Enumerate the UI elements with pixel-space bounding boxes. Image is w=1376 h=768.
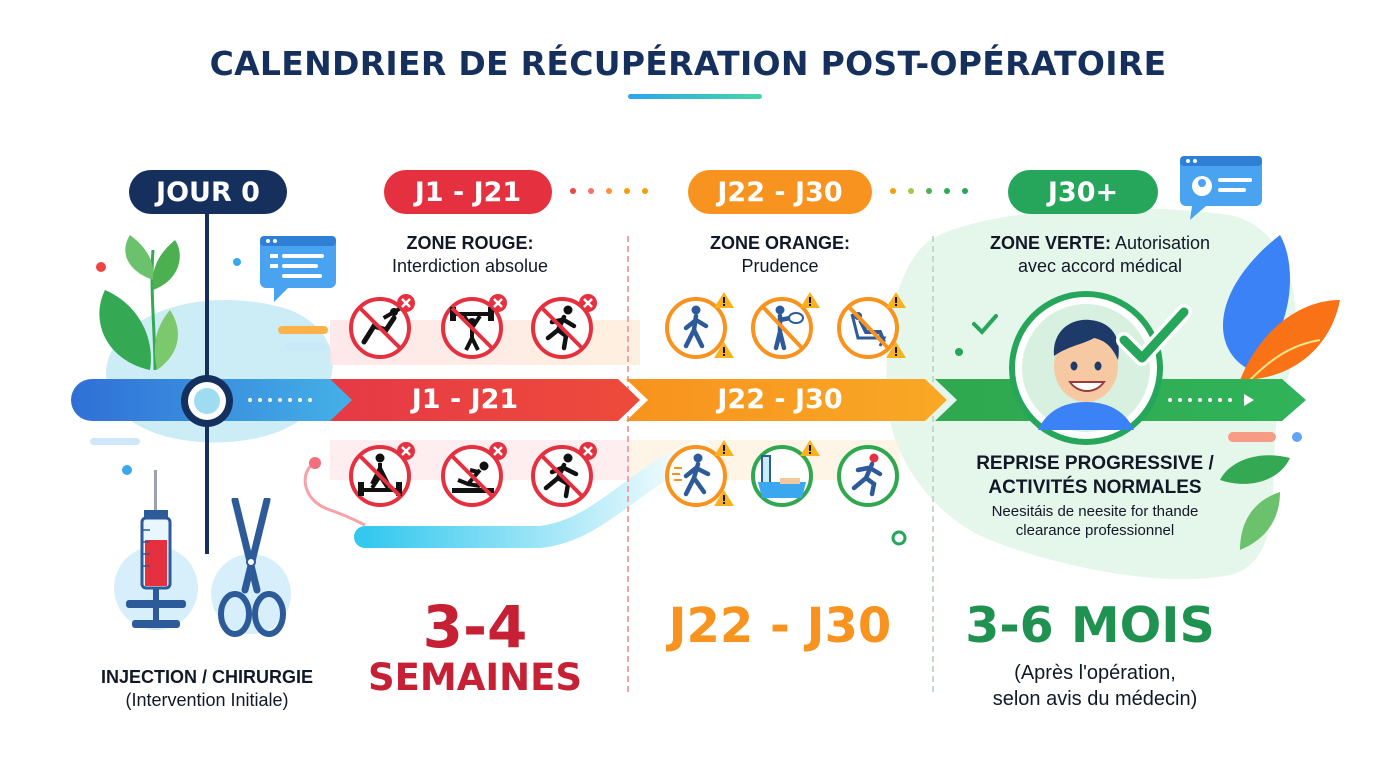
dot-separator <box>890 188 968 194</box>
no-barbell-icon <box>441 294 507 359</box>
stage-pill-orange: J22 - J30 <box>688 170 872 214</box>
stage-pill-red: J1 - J21 <box>384 170 552 214</box>
no-deadlift-icon <box>349 442 415 507</box>
duration-orange: J22 - J30 <box>668 598 892 654</box>
caution-walking-icon <box>665 292 734 359</box>
green-block-heading: REPRISE PROGRESSIVE / ACTIVITÉS NORMALES <box>976 453 1214 498</box>
band-label-orange: J22 - J30 <box>717 384 843 415</box>
profile-card-icon <box>1180 156 1262 220</box>
syringe-icon <box>114 470 198 630</box>
scissors-icon <box>211 498 291 637</box>
chat-bubble-icon <box>260 236 336 302</box>
duration-green-note: (Après l'opération, selon avis du médeci… <box>992 662 1198 710</box>
zone-red-heading: ZONE ROUGE: Interdiction absolue <box>391 233 549 276</box>
title-underline <box>628 94 762 99</box>
day0-marker <box>181 375 233 427</box>
band-label-red: J1 - J21 <box>411 384 519 415</box>
no-situps-icon <box>441 442 507 507</box>
day0-caption: INJECTION / CHIRURGIE (Intervention Init… <box>100 667 314 710</box>
green-block: REPRISE PROGRESSIVE / ACTIVITÉS NORMALES… <box>950 452 1240 540</box>
stage-pill-green: J30+ <box>1008 170 1158 214</box>
zone-divider <box>627 236 629 692</box>
no-sprint-icon <box>531 442 597 507</box>
small-check-icon <box>972 314 998 335</box>
no-weightlifting-icon <box>349 294 415 359</box>
page-title: CALENDRIER DE RÉCUPÉRATION POST-OPÉRATOI… <box>209 44 1167 83</box>
green-block-body: Neesitáis de neesite for thande clearanc… <box>991 503 1199 539</box>
zone-green-heading: ZONE VERTE: Autorisation avec accord méd… <box>989 233 1211 276</box>
running-icon <box>837 445 899 507</box>
duration-red: 3-4 SEMAINES <box>367 593 583 699</box>
caution-drinking-icon <box>751 292 820 359</box>
caution-brisk-walk-icon <box>665 440 734 507</box>
happy-patient-avatar <box>1009 291 1192 445</box>
caution-reclining-icon <box>837 292 906 359</box>
no-running-icon <box>531 294 597 359</box>
zone-orange-heading: ZONE ORANGE: Prudence <box>709 233 850 276</box>
stage-pill-day0: JOUR 0 <box>129 170 287 214</box>
dot-separator <box>570 188 648 194</box>
zone-divider <box>932 236 934 692</box>
duration-green: 3-6 MOIS <box>965 597 1215 654</box>
caution-bath-icon <box>751 440 820 507</box>
